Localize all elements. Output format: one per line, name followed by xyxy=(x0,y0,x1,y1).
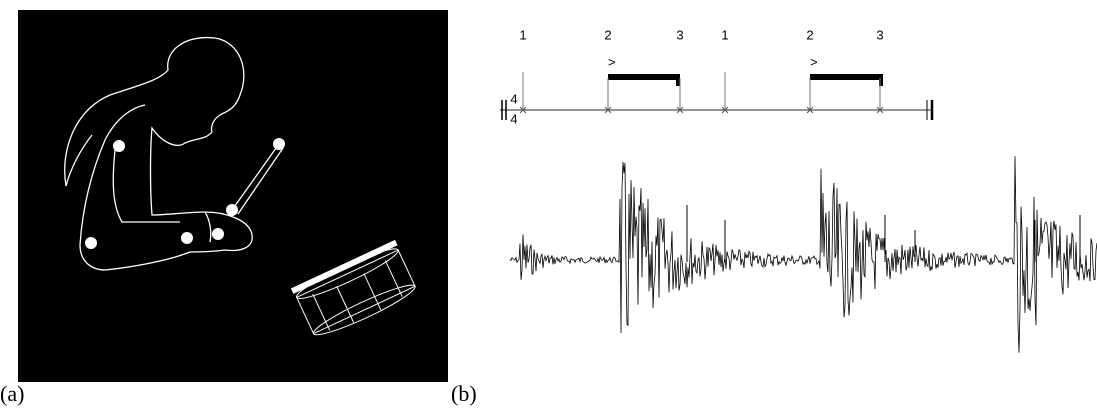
beat-count: 1 xyxy=(519,27,526,42)
accent: > xyxy=(810,54,818,69)
note-head xyxy=(676,106,684,114)
snare-drum xyxy=(290,239,416,336)
beam xyxy=(879,80,883,86)
note-head xyxy=(519,106,527,114)
accent: > xyxy=(608,54,616,69)
note-head xyxy=(806,106,814,114)
panel-label: (b) xyxy=(451,381,477,406)
note-head xyxy=(604,106,612,114)
beat-count: 2 xyxy=(604,27,611,42)
beam xyxy=(676,80,680,86)
drum-notation: 4 4 1 2 3 1 2 3 > > xyxy=(500,27,934,126)
note-head xyxy=(721,106,729,114)
time-signature: 4 xyxy=(510,91,517,106)
beat-count: 2 xyxy=(806,27,813,42)
time-signature: 4 xyxy=(510,111,517,126)
beat-count: 3 xyxy=(876,27,883,42)
waveform xyxy=(509,156,1097,353)
beat-count: 3 xyxy=(676,27,683,42)
illustration-background xyxy=(18,10,448,382)
body-markers xyxy=(85,138,285,249)
beam xyxy=(608,74,680,80)
waveform-trace xyxy=(509,156,1097,353)
beat-count: 1 xyxy=(721,27,728,42)
beam xyxy=(810,74,883,80)
drummer-outline xyxy=(64,36,284,271)
panel-label: (a) xyxy=(0,381,24,406)
note-head xyxy=(876,106,884,114)
